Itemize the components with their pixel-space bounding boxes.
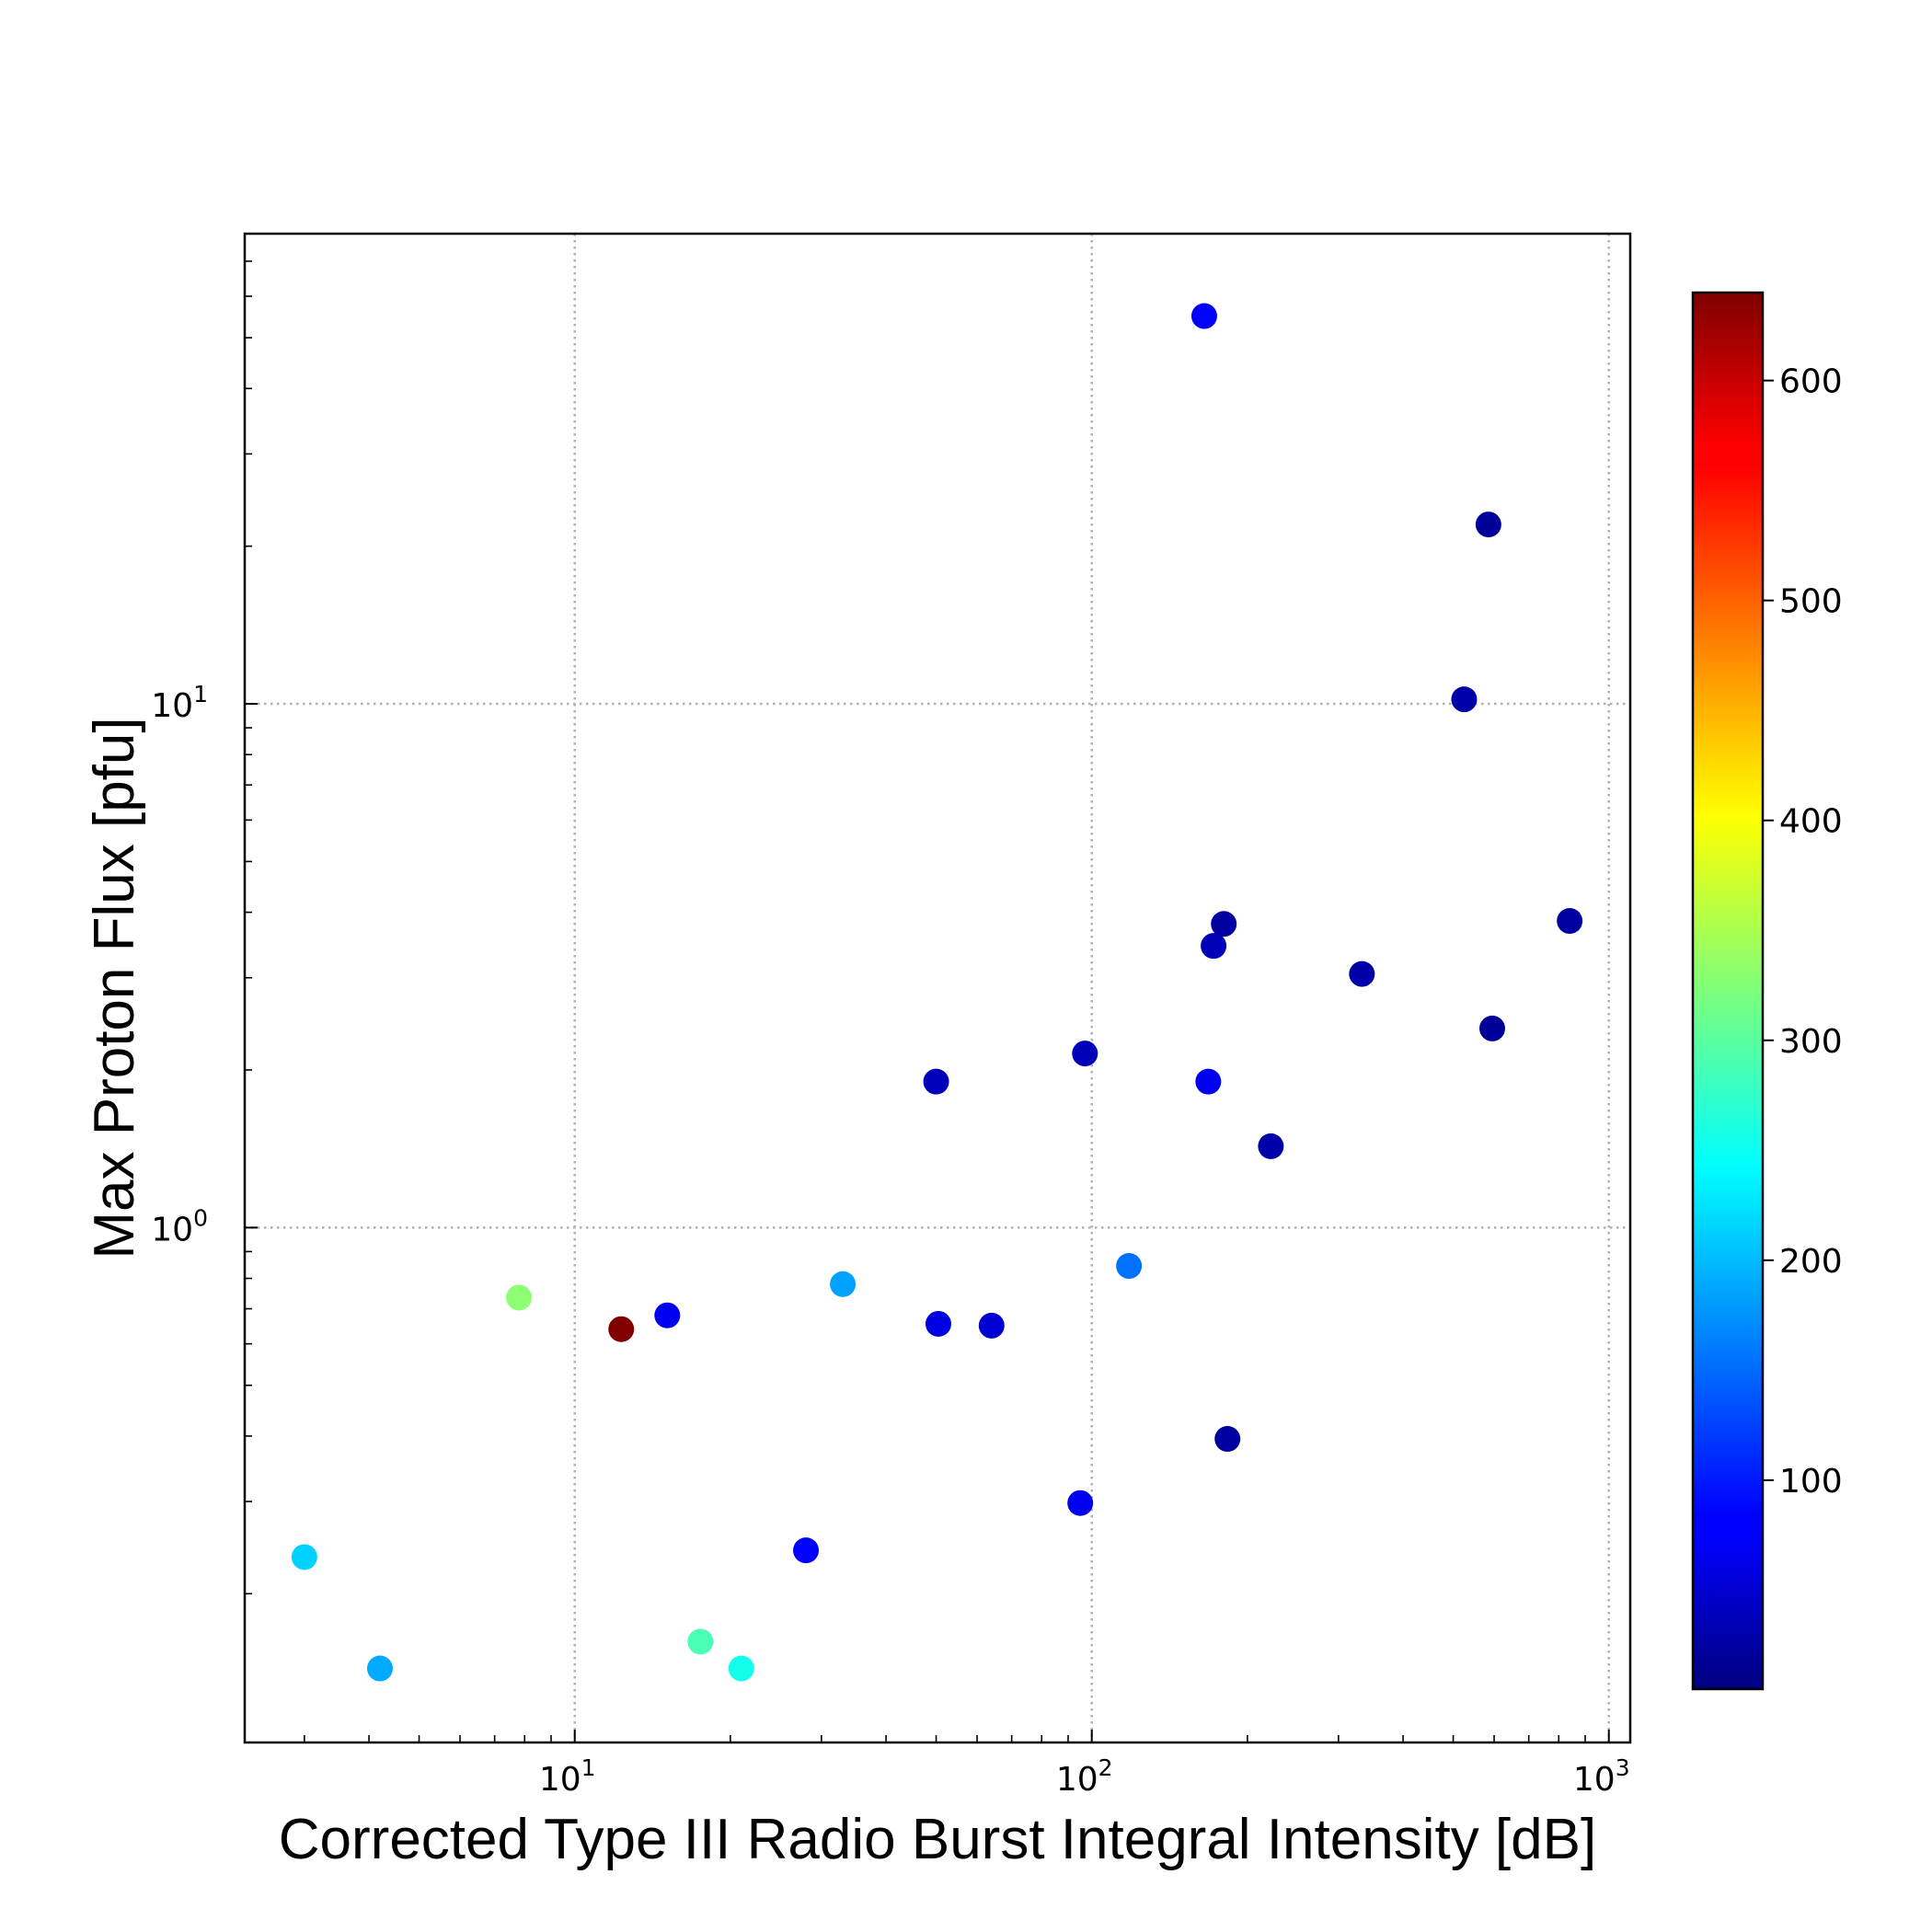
y-axis-title: Max Proton Flux [pfu] [83, 717, 146, 1259]
scatter-point [978, 1312, 1005, 1339]
scatter-point [366, 1655, 393, 1682]
x-tick-label: 103 [1573, 1754, 1630, 1799]
scatter-point [1349, 960, 1375, 987]
scatter-point [793, 1537, 820, 1564]
scatter-point [1475, 512, 1501, 538]
scatter-points [291, 303, 1583, 1682]
colorbar: 100 200 300 400 500 600 [1691, 291, 1843, 1691]
y-tick-label: 101 [151, 681, 208, 725]
colorbar-tick-label: 400 [1779, 803, 1843, 841]
scatter-point [1116, 1253, 1143, 1280]
scatter-point [925, 1310, 951, 1337]
plot-frame [243, 232, 1632, 1744]
scatter-point [1451, 686, 1478, 713]
scatter-point [1479, 1015, 1506, 1041]
scatter-point [1072, 1041, 1098, 1067]
scatter-point [1211, 911, 1237, 937]
scatter-point [1195, 1068, 1222, 1095]
scatter-point [687, 1628, 714, 1655]
scatter-point [830, 1271, 857, 1297]
colorbar-tick-label: 600 [1779, 363, 1843, 401]
scatter-point [923, 1068, 949, 1095]
colorbar-ticks: 100 200 300 400 500 600 [1763, 363, 1843, 1501]
x-tick-label: 101 [539, 1754, 596, 1799]
x-axis-title: Corrected Type III Radio Burst Integral … [279, 1808, 1596, 1871]
scatter-point [1201, 933, 1227, 960]
scatter-point [1190, 303, 1217, 329]
scatter-point [1214, 1426, 1241, 1453]
colorbar-gradient [1691, 291, 1765, 1691]
scatter-point [1557, 908, 1583, 935]
grid [245, 234, 1630, 1742]
colorbar-tick-label: 200 [1779, 1243, 1843, 1281]
scatter-point [728, 1655, 754, 1682]
scatter-point [1067, 1489, 1094, 1516]
colorbar-tick-label: 500 [1779, 583, 1843, 621]
x-tick-label: 102 [1056, 1754, 1113, 1799]
colorbar-tick-label: 300 [1779, 1023, 1843, 1061]
scatter-point [506, 1284, 533, 1311]
axis-ticks: 101 102 103 100 101 [151, 260, 1630, 1799]
colorbar-tick-label: 100 [1779, 1463, 1843, 1501]
scatter-point [654, 1302, 681, 1328]
scatter-point [291, 1544, 317, 1570]
y-tick-label: 100 [151, 1204, 208, 1248]
scatter-point [608, 1316, 635, 1342]
scatter-point [1258, 1133, 1284, 1159]
